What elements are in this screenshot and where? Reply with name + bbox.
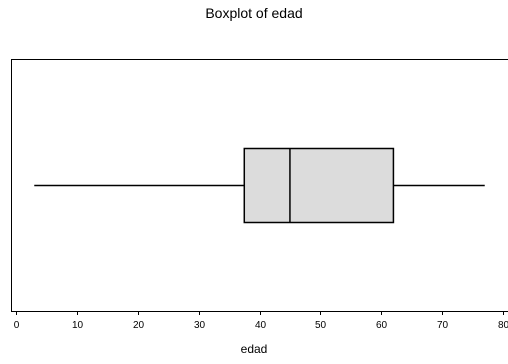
x-tick-label-30: 30 bbox=[194, 320, 206, 331]
x-axis: 0 10 20 30 40 50 60 70 80 bbox=[14, 311, 508, 331]
x-tick-label-10: 10 bbox=[72, 320, 84, 331]
x-tick-label-50: 50 bbox=[315, 320, 327, 331]
x-tick-label-60: 60 bbox=[376, 320, 388, 331]
x-tick-label-70: 70 bbox=[437, 320, 449, 331]
box-series bbox=[34, 147, 485, 224]
x-axis-label: edad bbox=[240, 342, 268, 356]
x-tick-label-80: 80 bbox=[498, 320, 508, 331]
x-tick-label-40: 40 bbox=[255, 320, 267, 331]
x-tick-label-0: 0 bbox=[14, 320, 20, 331]
iqr-box bbox=[243, 147, 395, 224]
x-tick-label-20: 20 bbox=[133, 320, 145, 331]
chart-title: Boxplot of edad bbox=[205, 5, 303, 21]
